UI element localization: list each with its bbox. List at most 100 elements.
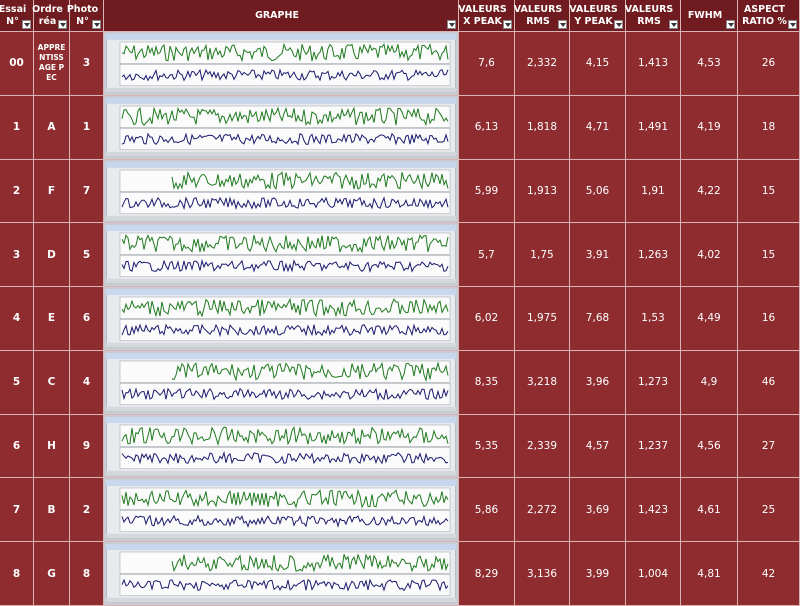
table-cell: 3,218 xyxy=(515,350,570,415)
cell-text: D xyxy=(47,248,56,261)
cell-text: A xyxy=(47,121,56,134)
cell-text: 2 xyxy=(82,503,91,516)
graph-trace xyxy=(121,489,449,510)
header-text: Ordre réa xyxy=(32,3,63,27)
graph-statusbar xyxy=(106,597,456,603)
table-cell: 1,975 xyxy=(515,287,570,351)
graph-cell xyxy=(104,159,459,224)
filter-button[interactable] xyxy=(788,20,797,29)
filter-button[interactable] xyxy=(447,20,456,29)
cell-text: 00 xyxy=(9,57,24,70)
table-cell: 15 xyxy=(738,223,800,288)
header-cell: Ordre réa xyxy=(32,0,70,32)
table-cell: 7,6 xyxy=(459,32,515,96)
cell-text: 25 xyxy=(761,503,776,516)
table-cell: 4 xyxy=(70,350,104,415)
table-cell: 4 xyxy=(0,287,34,351)
graph-titlebar xyxy=(106,289,456,296)
graph-trace xyxy=(121,450,449,465)
cell-text: 3,99 xyxy=(585,567,610,580)
table-cell: 1,818 xyxy=(515,95,570,160)
filter-button[interactable] xyxy=(503,20,512,29)
cell-text: 4,53 xyxy=(697,57,721,70)
cell-text: 4,02 xyxy=(697,248,721,261)
cell-text: 4,9 xyxy=(700,376,718,389)
table-cell: 2,272 xyxy=(515,478,570,543)
graph-trace xyxy=(121,42,449,63)
header-cell: VALEURS RMS xyxy=(625,0,681,32)
cell-text: 4,71 xyxy=(585,121,610,134)
table-cell: 8 xyxy=(70,542,104,606)
table-cell: 2 xyxy=(0,159,34,224)
table-cell: G xyxy=(34,542,70,606)
graph-thumbnail xyxy=(106,352,456,412)
graph-panel xyxy=(119,127,451,150)
cell-text: 2,332 xyxy=(526,57,558,70)
table-cell: 00 xyxy=(0,32,34,96)
table-cell: 6,13 xyxy=(459,95,515,160)
cell-text: 4,22 xyxy=(697,184,721,197)
cell-text: 1,975 xyxy=(526,312,558,325)
cell-text: 1,423 xyxy=(637,503,669,516)
graph-statusbar xyxy=(106,470,456,476)
cell-text: 1,491 xyxy=(637,121,669,134)
filter-button[interactable] xyxy=(92,20,101,29)
table-cell: 1,237 xyxy=(626,414,681,479)
graph-titlebar xyxy=(106,34,456,40)
header-cell: ASPECT RATIO % xyxy=(738,0,800,32)
table-cell: 18 xyxy=(738,95,800,160)
table-cell: 42 xyxy=(738,542,800,606)
table-cell: 5,35 xyxy=(459,414,515,479)
graph-statusbar xyxy=(106,215,456,221)
filter-button[interactable] xyxy=(558,20,567,29)
table-cell: 3 xyxy=(0,223,34,288)
table-cell: 7 xyxy=(0,478,34,543)
graph-thumbnail xyxy=(106,480,456,540)
cell-text: 3,136 xyxy=(526,567,558,580)
graph-titlebar xyxy=(106,544,456,551)
graph-trace xyxy=(121,578,449,593)
graph-panel xyxy=(119,446,451,469)
cell-text: 1,263 xyxy=(637,248,669,261)
cell-text: 8,35 xyxy=(474,376,499,389)
cell-text: 6 xyxy=(82,312,91,325)
table-cell: 3,69 xyxy=(570,478,626,543)
header-text: GRAPHE xyxy=(255,9,299,21)
graph-statusbar xyxy=(106,151,456,157)
graph-trace xyxy=(121,132,449,146)
cell-text: 4,49 xyxy=(697,312,721,325)
table-cell: 2 xyxy=(70,478,104,543)
table-cell: 3,91 xyxy=(570,223,626,288)
header-text: VALEURS RMS xyxy=(513,3,563,27)
filter-button[interactable] xyxy=(614,20,623,29)
cell-text: 4 xyxy=(12,312,21,325)
filter-button[interactable] xyxy=(22,20,31,29)
cell-text: 3,69 xyxy=(585,503,610,516)
cell-text: 1,413 xyxy=(637,57,669,70)
cell-text: 27 xyxy=(761,440,776,453)
table-cell: 1,913 xyxy=(515,159,570,224)
graph-statusbar xyxy=(106,342,456,348)
graph-titlebar xyxy=(106,225,456,232)
cell-text: 5,86 xyxy=(474,503,499,516)
filter-button[interactable] xyxy=(58,20,67,29)
graph-panel xyxy=(119,41,451,64)
table-cell: 1,53 xyxy=(626,287,681,351)
graph-trace xyxy=(121,425,449,446)
cell-text: 4,56 xyxy=(697,440,721,453)
table-cell: 4,57 xyxy=(570,414,626,479)
table-cell: 1,263 xyxy=(626,223,681,288)
cell-text: 3,96 xyxy=(585,376,610,389)
table-cell: 6,02 xyxy=(459,287,515,351)
cell-text: 4,15 xyxy=(585,57,610,70)
graph-titlebar xyxy=(106,352,456,359)
table-cell: 8,35 xyxy=(459,350,515,415)
graph-trace xyxy=(121,234,449,254)
filter-button[interactable] xyxy=(669,20,678,29)
graph-thumbnail xyxy=(106,97,456,157)
table-cell: 4,53 xyxy=(681,32,738,96)
graph-panel xyxy=(119,574,451,597)
cell-text: 1 xyxy=(12,121,21,134)
filter-button[interactable] xyxy=(726,20,735,29)
cell-text: 7 xyxy=(12,503,21,516)
